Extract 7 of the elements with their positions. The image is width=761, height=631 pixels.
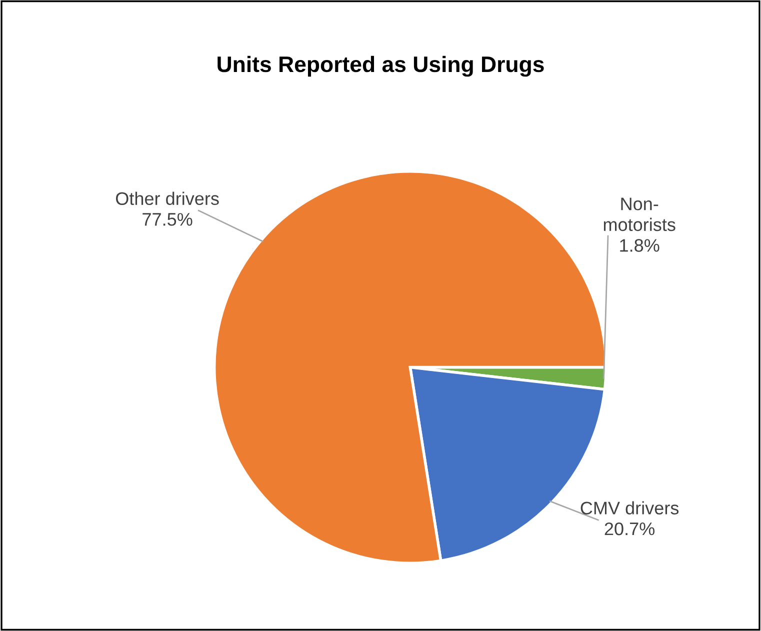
slice-label: Other drivers	[116, 192, 219, 206]
slice-label: CMV drivers	[580, 501, 679, 514]
chart-title: Units Reported as Using Drugs	[218, 56, 544, 77]
slice-label: Non-motorists	[604, 198, 676, 232]
data-label: 77.5%	[142, 213, 192, 226]
data-label: 20.7%	[604, 522, 654, 536]
data-label: 1.8%	[620, 239, 660, 252]
